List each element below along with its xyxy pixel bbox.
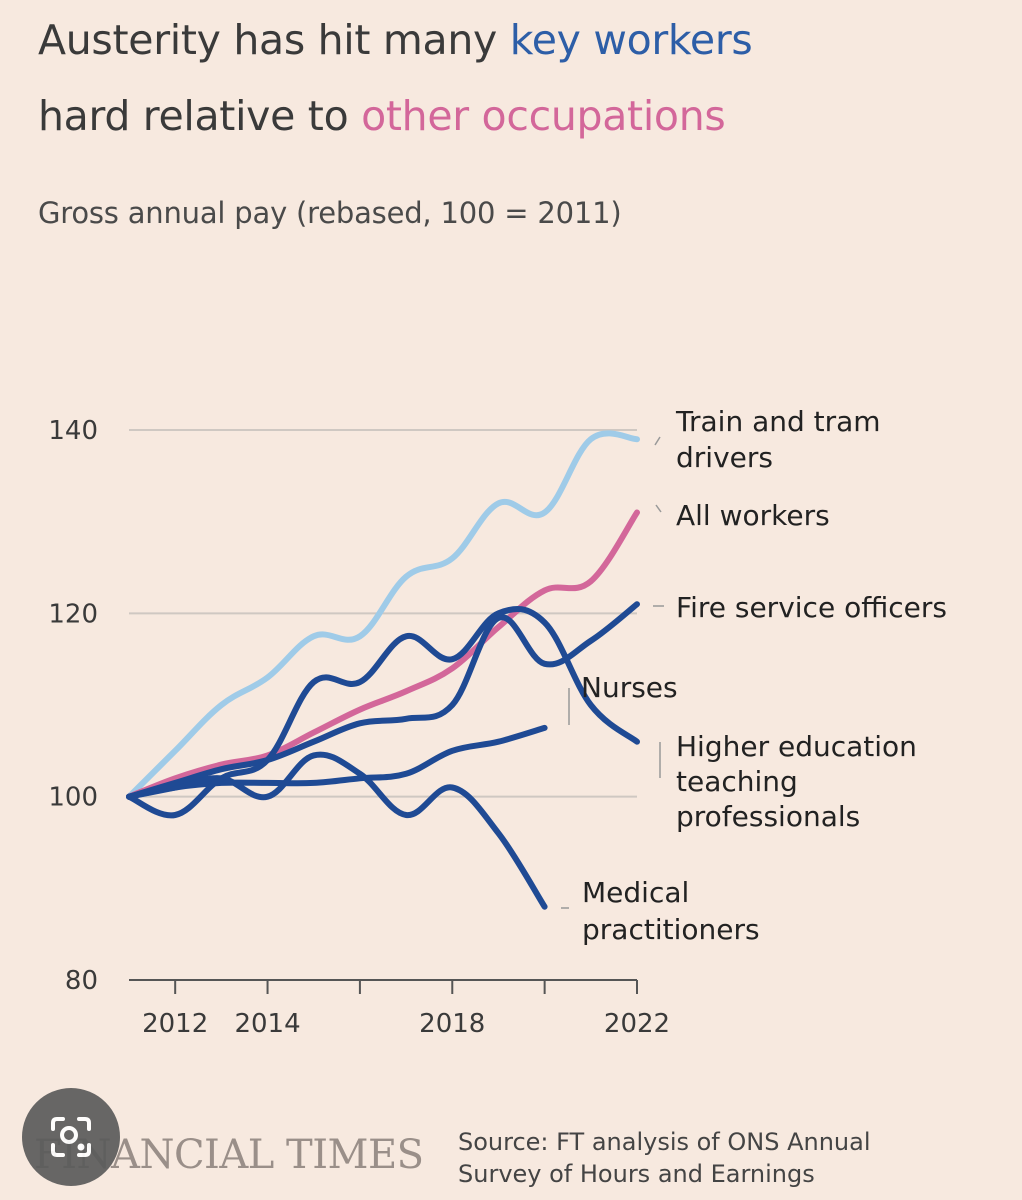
label-train-and-tram-drivers: drivers [676, 441, 773, 474]
label-fire-service-officers: Fire service officers [676, 591, 947, 624]
source-line-1: Source: FT analysis of ONS Annual [458, 1128, 871, 1156]
title-other-occupations: other occupations [361, 92, 726, 140]
series-line-train-and-tram-drivers [126, 430, 640, 800]
leader-train [654, 436, 661, 446]
series-line-medical-practitioners [126, 751, 548, 910]
y-tick-label: 80 [65, 966, 98, 996]
title-part1: Austerity has hit many [38, 16, 510, 64]
y-tick-label: 140 [48, 416, 98, 446]
source-line-2: Survey of Hours and Earnings [458, 1160, 815, 1188]
series-line-nurses [126, 724, 548, 800]
label-nurses: Nurses [581, 671, 678, 704]
source-note: Source: FT analysis of ONS Annual Survey… [458, 1126, 871, 1190]
label-higher-education: teaching [676, 765, 798, 798]
chart-subtitle: Gross annual pay (rebased, 100 = 2011) [38, 196, 622, 230]
y-tick-label: 120 [48, 599, 98, 629]
title-key-workers: key workers [509, 16, 753, 64]
x-tick-label: 2022 [604, 1009, 670, 1039]
line-chart: 80 100 120 140 2012 2014 2018 2022 Train and tra… [48, 405, 947, 1039]
x-tick-label: 2018 [419, 1009, 485, 1039]
label-train-and-tram-drivers: Train and tram [675, 405, 881, 438]
series-line-higher-education-teaching-professionals [126, 605, 640, 819]
label-medical-practitioners: practitioners [582, 913, 760, 946]
chart-title: Austerity has hit many key workers hard … [38, 2, 998, 154]
x-tick-label: 2014 [234, 1009, 300, 1039]
title-part2: hard relative to [38, 92, 362, 140]
x-tick-label: 2012 [142, 1009, 208, 1039]
series-line-all-workers [126, 509, 640, 800]
lens-icon [51, 1117, 91, 1157]
label-higher-education: professionals [676, 800, 860, 833]
series-line-fire-service-officers [126, 601, 640, 800]
label-medical-practitioners: Medical [582, 876, 689, 909]
lens-search-button[interactable] [22, 1088, 120, 1186]
label-all-workers: All workers [676, 499, 830, 532]
y-tick-label: 100 [48, 783, 98, 813]
label-higher-education: Higher education [676, 730, 917, 763]
leader-all-workers [655, 504, 662, 513]
